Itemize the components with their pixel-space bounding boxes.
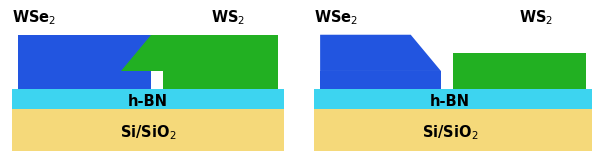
Bar: [314, 109, 592, 151]
Bar: [163, 71, 278, 89]
Text: WS$_2$: WS$_2$: [211, 8, 246, 27]
Polygon shape: [121, 35, 278, 71]
Bar: [453, 71, 586, 89]
Text: WSe$_2$: WSe$_2$: [12, 8, 56, 27]
Bar: [12, 89, 284, 109]
Text: Si/SiO$_2$: Si/SiO$_2$: [422, 124, 478, 142]
Bar: [18, 35, 151, 71]
Bar: [453, 53, 586, 71]
Bar: [314, 89, 592, 109]
Text: WS$_2$: WS$_2$: [519, 8, 554, 27]
Bar: [18, 71, 151, 89]
Text: h-BN: h-BN: [128, 94, 168, 109]
Text: WSe$_2$: WSe$_2$: [314, 8, 358, 27]
Bar: [320, 71, 441, 89]
Polygon shape: [320, 35, 441, 71]
Text: h-BN: h-BN: [430, 94, 470, 109]
Bar: [12, 109, 284, 151]
Text: Si/SiO$_2$: Si/SiO$_2$: [120, 124, 176, 142]
